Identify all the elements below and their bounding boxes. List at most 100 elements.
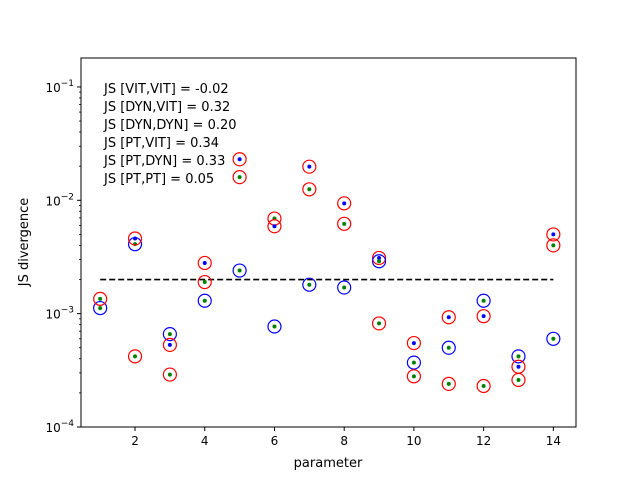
point-dot-13 xyxy=(237,268,242,273)
point-ring-19 xyxy=(302,277,317,292)
point-dot-9 xyxy=(202,280,207,285)
point-dot-37 xyxy=(516,377,521,382)
annotation-dyn-vit: JS [DYN,VIT] = 0.32 xyxy=(104,100,231,115)
x-tick-label-2: 2 xyxy=(131,434,139,448)
point-ring-10 xyxy=(197,293,212,308)
point-ring-4 xyxy=(127,349,143,364)
point-ring-18 xyxy=(302,182,317,197)
point-dot-25 xyxy=(377,321,382,326)
point-ring-30 xyxy=(441,340,456,355)
annotation-pt-vit: JS [PT,VIT] = 0.34 xyxy=(104,136,220,151)
point-dot-36 xyxy=(516,364,521,369)
point-dot-1 xyxy=(98,296,103,301)
annotation-vit-vit: JS [VIT,VIT] = -0.02 xyxy=(104,82,229,97)
point-ring-27 xyxy=(406,355,422,370)
point-ring-26 xyxy=(406,335,422,351)
point-dot-32 xyxy=(481,298,486,303)
point-dot-10 xyxy=(202,298,207,303)
point-dot-20 xyxy=(342,201,347,206)
point-ring-37 xyxy=(511,372,526,388)
point-dot-34 xyxy=(481,383,486,388)
point-ring-39 xyxy=(546,238,561,253)
point-dot-7 xyxy=(167,372,172,377)
point-ring-32 xyxy=(476,293,491,308)
point-dot-38 xyxy=(551,232,556,237)
x-tick-label-4: 4 xyxy=(201,434,209,448)
y-tick-label-2: 10−2 xyxy=(45,192,74,208)
point-ring-6 xyxy=(162,337,177,353)
point-dot-21 xyxy=(342,221,347,226)
point-dot-33 xyxy=(481,314,486,319)
point-dot-31 xyxy=(446,381,451,386)
annotation-pt-dyn: JS [PT,DYN] = 0.33 xyxy=(104,154,226,169)
point-ring-38 xyxy=(546,227,561,242)
point-ring-25 xyxy=(371,316,387,331)
point-ring-20 xyxy=(337,196,352,211)
point-dot-23 xyxy=(377,255,382,260)
point-ring-12 xyxy=(232,170,247,185)
point-ring-40 xyxy=(546,331,561,346)
point-ring-33 xyxy=(476,309,491,324)
point-dot-17 xyxy=(307,164,312,169)
point-dot-39 xyxy=(551,243,556,248)
point-ring-28 xyxy=(406,369,422,384)
point-ring-34 xyxy=(476,378,491,394)
point-ring-15 xyxy=(267,219,282,234)
point-ring-7 xyxy=(162,367,177,382)
point-ring-17 xyxy=(302,159,317,174)
point-dot-15 xyxy=(272,224,277,229)
point-ring-29 xyxy=(441,310,456,325)
point-ring-0 xyxy=(93,300,108,316)
point-dot-12 xyxy=(237,175,242,180)
point-dot-24 xyxy=(377,259,382,264)
annotation-pt-pt: JS [PT,PT] = 0.05 xyxy=(104,172,215,187)
point-dot-18 xyxy=(307,187,312,192)
point-dot-30 xyxy=(446,345,451,350)
x-tick-label-8: 8 xyxy=(340,434,348,448)
point-dot-4 xyxy=(133,354,138,359)
y-tick-label-0: 10−4 xyxy=(45,419,74,435)
y-tick-label-3: 10−1 xyxy=(45,79,74,95)
x-tick-label-12: 12 xyxy=(476,434,491,448)
point-dot-5 xyxy=(167,332,172,337)
point-dot-19 xyxy=(307,282,312,287)
point-dot-40 xyxy=(551,336,556,341)
x-tick-label-6: 6 xyxy=(271,434,279,448)
point-dot-11 xyxy=(237,157,242,162)
plot-frame xyxy=(80,57,577,428)
point-ring-9 xyxy=(197,274,212,290)
point-dot-26 xyxy=(411,341,416,346)
point-ring-1 xyxy=(93,291,108,306)
point-dot-29 xyxy=(446,315,451,320)
point-ring-3 xyxy=(127,231,143,246)
point-ring-31 xyxy=(441,376,456,392)
point-ring-13 xyxy=(232,263,247,278)
annotation-dyn-dyn: JS [DYN,DYN] = 0.20 xyxy=(104,118,237,133)
point-dot-27 xyxy=(411,360,416,365)
plot-area xyxy=(81,58,576,427)
point-ring-21 xyxy=(337,216,352,231)
y-tick-label-1: 10−3 xyxy=(45,306,74,322)
point-ring-35 xyxy=(511,349,526,364)
point-ring-11 xyxy=(232,152,247,167)
y-axis-label: JS divergence xyxy=(17,198,32,288)
point-dot-35 xyxy=(516,354,521,359)
point-dot-22 xyxy=(342,285,347,290)
point-ring-8 xyxy=(197,255,212,271)
point-ring-22 xyxy=(337,280,352,295)
point-ring-16 xyxy=(267,319,282,334)
point-dot-6 xyxy=(167,342,172,347)
point-dot-0 xyxy=(98,306,103,311)
point-dot-28 xyxy=(411,374,416,379)
point-ring-24 xyxy=(371,254,387,269)
x-axis-label: parameter xyxy=(294,456,363,471)
point-dot-16 xyxy=(272,324,277,329)
x-tick-label-10: 10 xyxy=(406,434,421,448)
point-dot-8 xyxy=(202,260,207,265)
point-ring-23 xyxy=(371,250,387,266)
point-dot-3 xyxy=(133,236,138,241)
x-tick-label-14: 14 xyxy=(546,434,561,448)
point-ring-5 xyxy=(162,327,177,342)
